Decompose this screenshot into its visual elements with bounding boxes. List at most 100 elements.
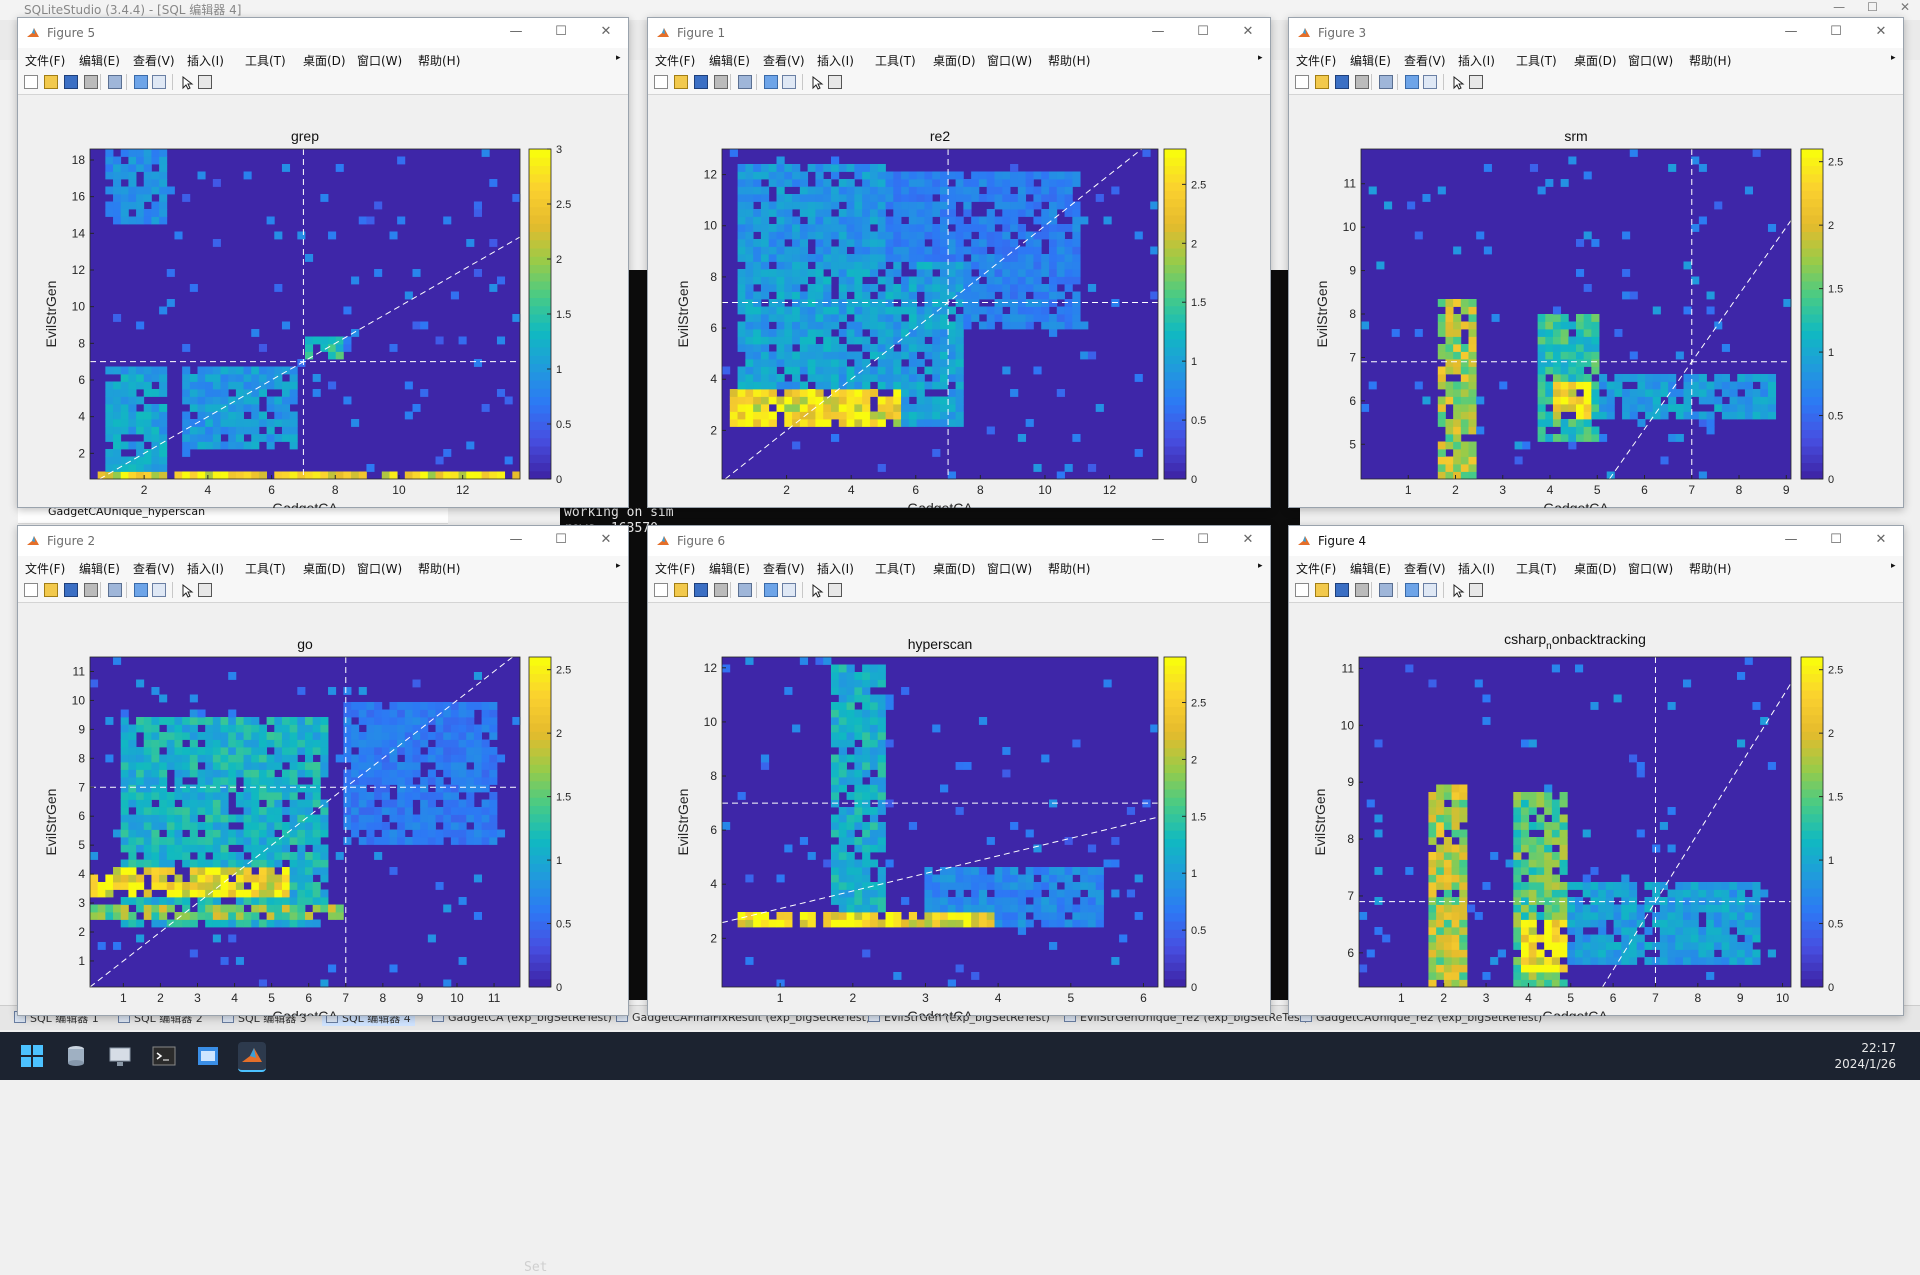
menu-item[interactable]: 查看(V) <box>1404 560 1446 577</box>
open-file-icon[interactable] <box>1315 583 1329 597</box>
figure-window-1[interactable]: Figure 5 — ☐ ✕ 文件(F)编辑(E)查看(V)插入(I)工具(T)… <box>17 17 629 508</box>
open-file-icon[interactable] <box>674 583 688 597</box>
database-app-icon[interactable] <box>62 1042 90 1070</box>
minimize-button[interactable]: — <box>1148 532 1168 547</box>
new-figure-icon[interactable] <box>1295 75 1309 89</box>
show-plot-tools-icon[interactable] <box>782 75 796 89</box>
save-icon[interactable] <box>1335 583 1349 597</box>
figure-window-6[interactable]: Figure 4 — ☐ ✕ 文件(F)编辑(E)查看(V)插入(I)工具(T)… <box>1288 525 1904 1016</box>
open-property-inspector-icon[interactable] <box>198 583 212 597</box>
print-icon[interactable] <box>1355 75 1369 89</box>
menu-item[interactable]: 桌面(D) <box>303 52 346 69</box>
menu-item[interactable]: 文件(F) <box>1296 560 1336 577</box>
link-plot-icon[interactable] <box>738 583 752 597</box>
link-plot-icon[interactable] <box>1379 583 1393 597</box>
new-figure-icon[interactable] <box>654 75 668 89</box>
save-icon[interactable] <box>64 75 78 89</box>
menu-item[interactable]: 编辑(E) <box>1350 560 1391 577</box>
menu-item[interactable]: 工具(T) <box>1516 52 1557 69</box>
menu-item[interactable]: 帮助(H) <box>418 560 460 577</box>
link-plot-icon[interactable] <box>1379 75 1393 89</box>
menu-item[interactable]: 工具(T) <box>245 52 286 69</box>
close-button[interactable]: ✕ <box>596 24 616 39</box>
edit-plot-icon[interactable] <box>1451 583 1465 597</box>
edit-plot-icon[interactable] <box>180 583 194 597</box>
close-button[interactable]: ✕ <box>596 532 616 547</box>
show-plot-tools-icon[interactable] <box>782 583 796 597</box>
menu-item[interactable]: 桌面(D) <box>303 560 346 577</box>
menu-item[interactable]: 帮助(H) <box>1048 560 1090 577</box>
hide-plot-tools-icon[interactable] <box>134 75 148 89</box>
menu-item[interactable]: 工具(T) <box>1516 560 1557 577</box>
matlab-app-icon[interactable] <box>238 1042 266 1072</box>
open-property-inspector-icon[interactable] <box>828 75 842 89</box>
menu-item[interactable]: 编辑(E) <box>1350 52 1391 69</box>
show-plot-tools-icon[interactable] <box>1423 583 1437 597</box>
show-plot-tools-icon[interactable] <box>1423 75 1437 89</box>
save-icon[interactable] <box>1335 75 1349 89</box>
menu-item[interactable]: 窗口(W) <box>357 560 402 577</box>
print-icon[interactable] <box>714 75 728 89</box>
terminal-app-icon[interactable] <box>150 1042 178 1070</box>
menu-item[interactable]: 工具(T) <box>875 560 916 577</box>
minimize-button[interactable]: — <box>506 24 526 39</box>
figure-window-5[interactable]: Figure 6 — ☐ ✕ 文件(F)编辑(E)查看(V)插入(I)工具(T)… <box>647 525 1271 1016</box>
menu-item[interactable]: 插入(I) <box>1458 560 1495 577</box>
menu-item[interactable]: 窗口(W) <box>987 560 1032 577</box>
figure-title-bar[interactable]: Figure 2 — ☐ ✕ <box>18 526 628 556</box>
maximize-button[interactable]: ☐ <box>1826 532 1846 547</box>
open-property-inspector-icon[interactable] <box>1469 75 1483 89</box>
maximize-button[interactable]: ☐ <box>551 24 571 39</box>
open-file-icon[interactable] <box>1315 75 1329 89</box>
menu-item[interactable]: 帮助(H) <box>418 52 460 69</box>
menu-item[interactable]: 查看(V) <box>1404 52 1446 69</box>
menu-item[interactable]: 查看(V) <box>133 52 175 69</box>
menu-item[interactable]: 帮助(H) <box>1048 52 1090 69</box>
open-property-inspector-icon[interactable] <box>1469 583 1483 597</box>
menu-item[interactable]: 文件(F) <box>25 560 65 577</box>
menu-item[interactable]: 文件(F) <box>25 52 65 69</box>
explorer-app-icon[interactable] <box>194 1042 222 1070</box>
hide-plot-tools-icon[interactable] <box>134 583 148 597</box>
maximize-button[interactable]: ☐ <box>551 532 571 547</box>
edit-plot-icon[interactable] <box>1451 75 1465 89</box>
figure-window-3[interactable]: Figure 3 — ☐ ✕ 文件(F)编辑(E)查看(V)插入(I)工具(T)… <box>1288 17 1904 508</box>
print-icon[interactable] <box>714 583 728 597</box>
figure-title-bar[interactable]: Figure 1 — ☐ ✕ <box>648 18 1270 48</box>
menu-item[interactable]: 插入(I) <box>817 560 854 577</box>
menu-overflow-icon[interactable]: ▸ <box>616 53 621 63</box>
menu-item[interactable]: 窗口(W) <box>987 52 1032 69</box>
menu-item[interactable]: 帮助(H) <box>1689 52 1731 69</box>
open-file-icon[interactable] <box>44 75 58 89</box>
menu-item[interactable]: 编辑(E) <box>709 560 750 577</box>
show-plot-tools-icon[interactable] <box>152 75 166 89</box>
save-icon[interactable] <box>64 583 78 597</box>
menu-item[interactable]: 工具(T) <box>875 52 916 69</box>
open-file-icon[interactable] <box>674 75 688 89</box>
menu-item[interactable]: 窗口(W) <box>1628 52 1673 69</box>
hide-plot-tools-icon[interactable] <box>764 75 778 89</box>
print-icon[interactable] <box>84 583 98 597</box>
menu-overflow-icon[interactable]: ▸ <box>1891 53 1896 63</box>
background-maximize-button[interactable]: ☐ <box>1867 0 1878 14</box>
menu-item[interactable]: 窗口(W) <box>357 52 402 69</box>
hide-plot-tools-icon[interactable] <box>1405 75 1419 89</box>
hide-plot-tools-icon[interactable] <box>1405 583 1419 597</box>
new-figure-icon[interactable] <box>1295 583 1309 597</box>
edit-plot-icon[interactable] <box>810 583 824 597</box>
menu-overflow-icon[interactable]: ▸ <box>616 561 621 571</box>
minimize-button[interactable]: — <box>1781 24 1801 39</box>
network-app-icon[interactable] <box>106 1042 134 1070</box>
menu-item[interactable]: 查看(V) <box>763 52 805 69</box>
menu-item[interactable]: 桌面(D) <box>1574 52 1617 69</box>
menu-item[interactable]: 窗口(W) <box>1628 560 1673 577</box>
link-plot-icon[interactable] <box>738 75 752 89</box>
menu-item[interactable]: 插入(I) <box>187 560 224 577</box>
background-close-button[interactable]: ✕ <box>1900 0 1910 14</box>
menu-item[interactable]: 编辑(E) <box>79 52 120 69</box>
link-plot-icon[interactable] <box>108 75 122 89</box>
close-button[interactable]: ✕ <box>1238 24 1258 39</box>
new-figure-icon[interactable] <box>654 583 668 597</box>
menu-overflow-icon[interactable]: ▸ <box>1891 561 1896 571</box>
windows-start-icon[interactable] <box>18 1042 46 1070</box>
